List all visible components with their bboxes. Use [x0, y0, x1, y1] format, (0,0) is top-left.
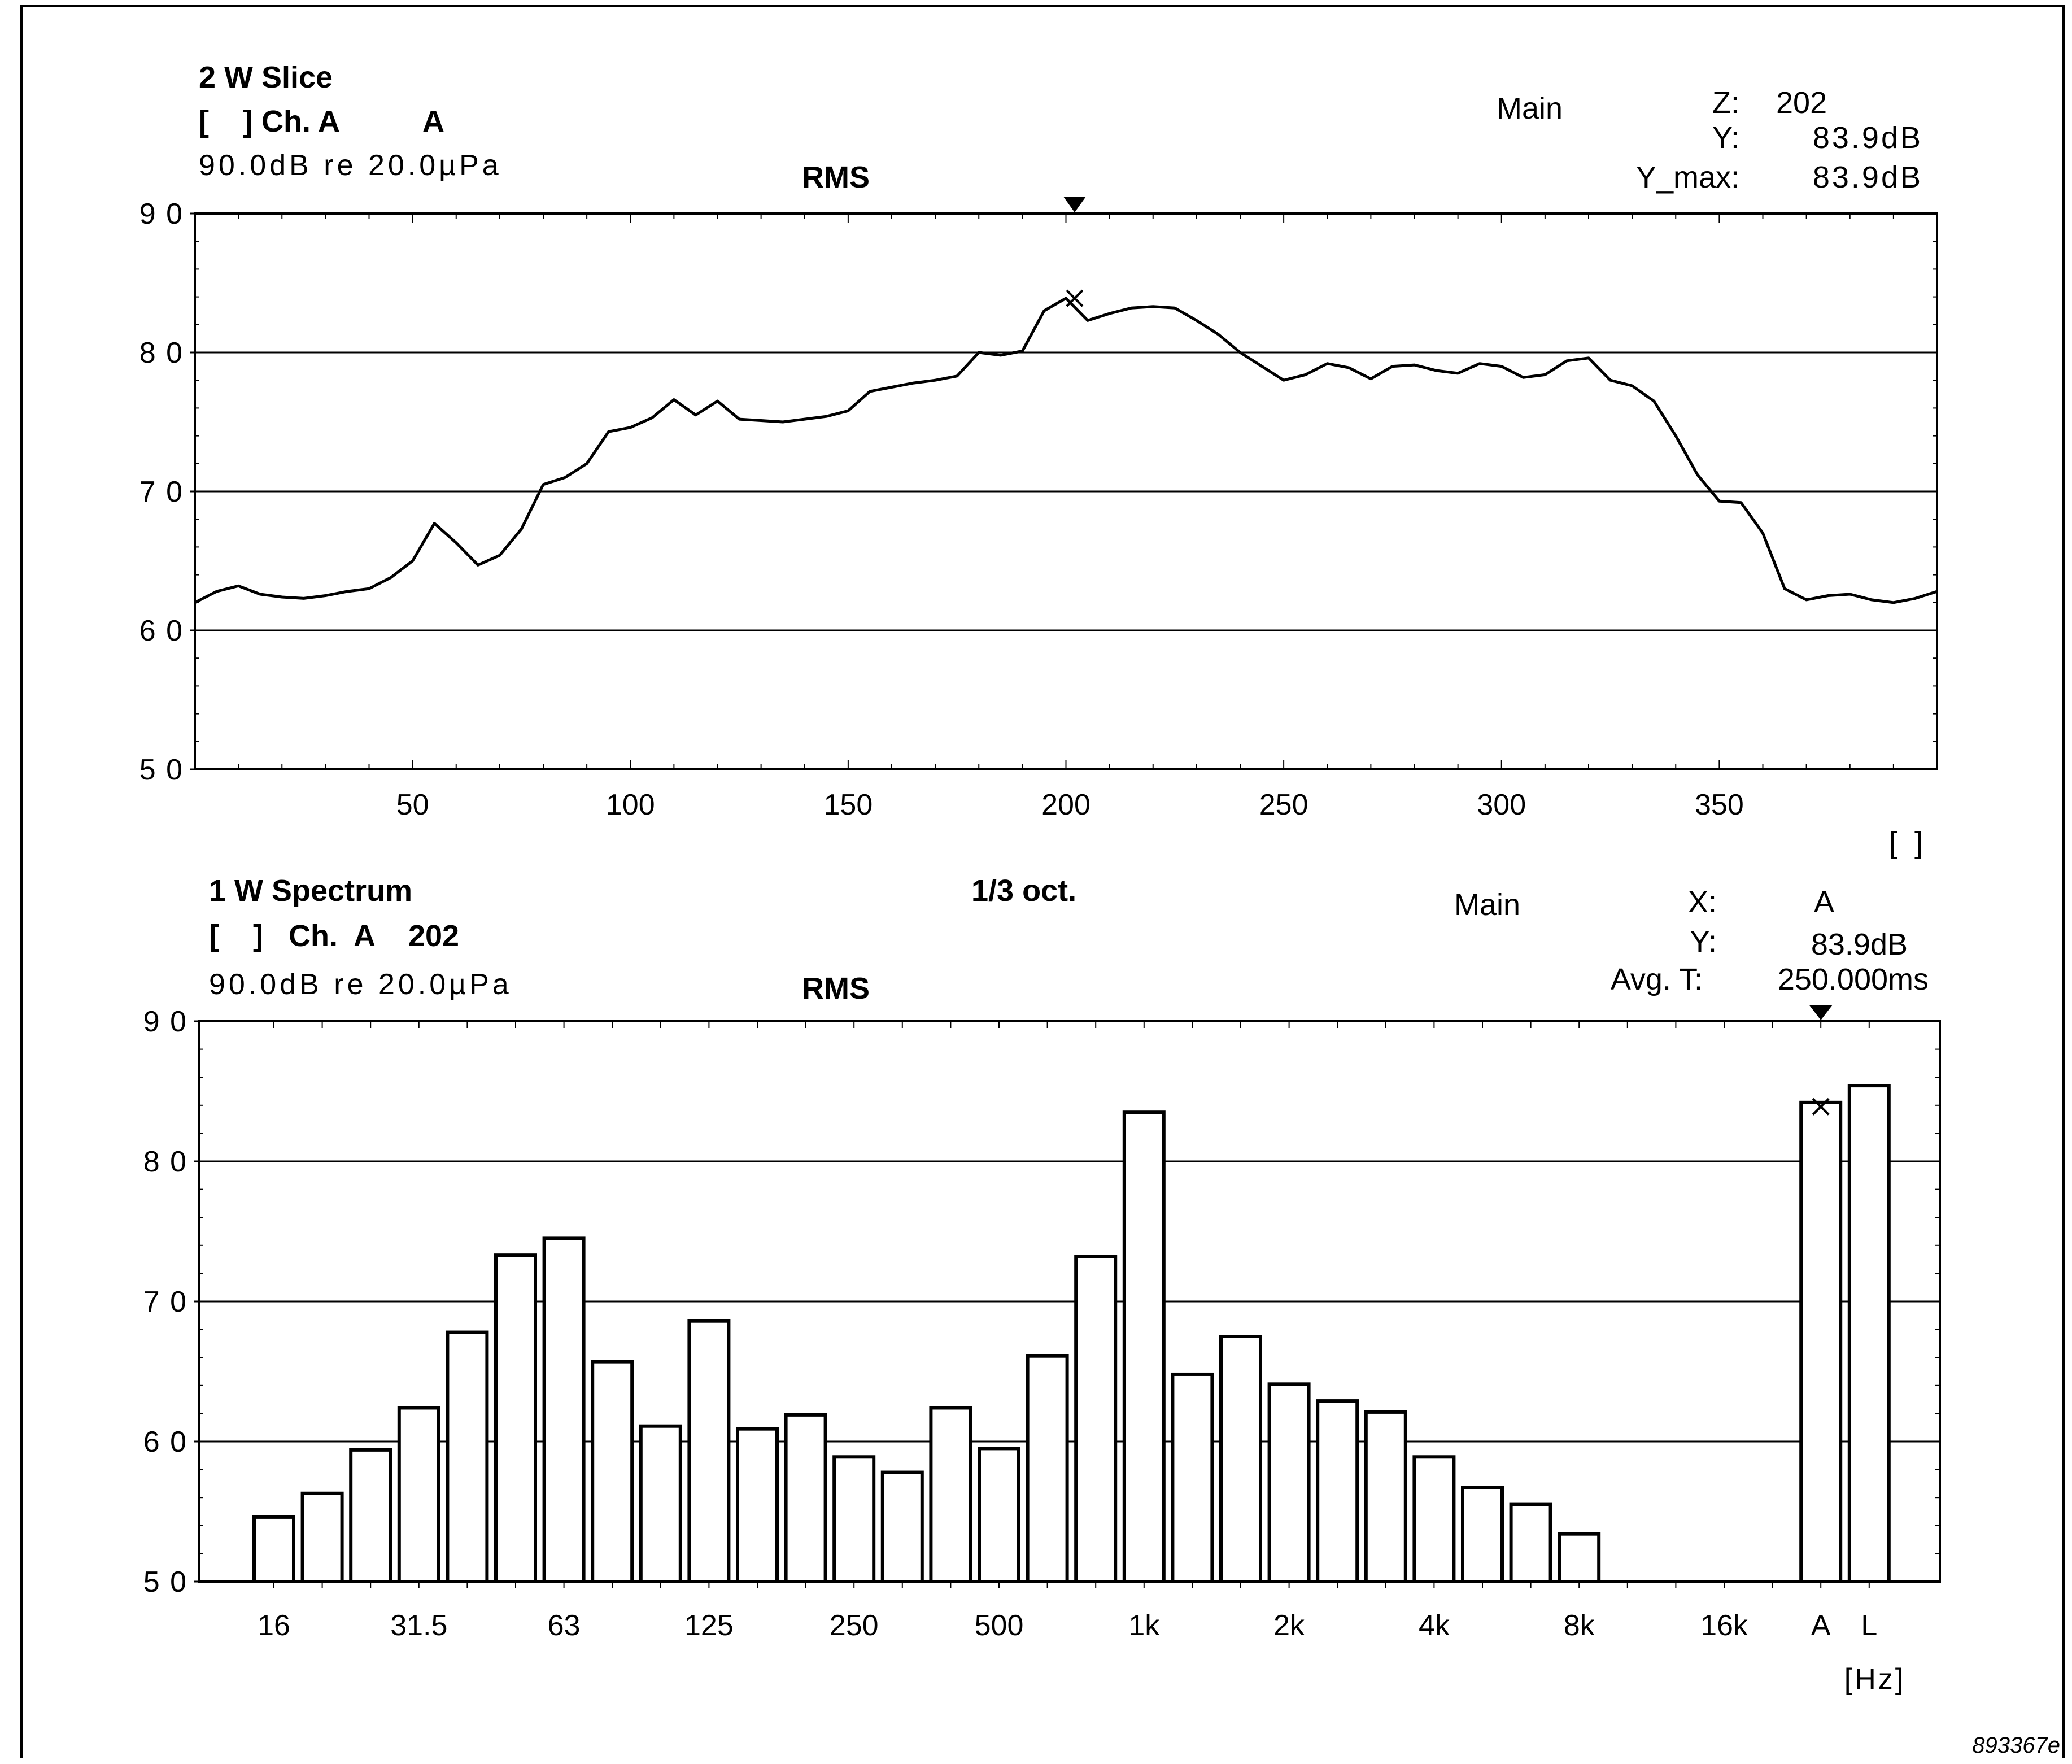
- slice-y-tick-label: 6 0: [139, 615, 184, 647]
- spectrum-x-tick-label: 16: [258, 1609, 290, 1642]
- slice-x-tick-label: 100: [606, 789, 655, 821]
- slice-readout-ymax-value: 83.9dB: [1813, 160, 1923, 194]
- spectrum-bar-100: [639, 1424, 682, 1583]
- spectrum-x-tick-label: 4k: [1419, 1609, 1450, 1642]
- spectrum-y-tick-label: 8 0: [143, 1145, 187, 1178]
- slice-x-tick-label: 350: [1695, 789, 1744, 821]
- spectrum-bar-250: [832, 1455, 876, 1584]
- slice-series-line: [194, 297, 1938, 604]
- spectrum-x-tick-label: 2k: [1273, 1609, 1305, 1642]
- spectrum-bar-2.5k: [1316, 1399, 1359, 1584]
- spectrum-x-tick-label: 1k: [1128, 1609, 1160, 1642]
- spectrum-x-tick-label: 63: [548, 1609, 581, 1642]
- spectrum-channel: [ ] Ch. A 202: [209, 919, 459, 953]
- spectrum-bar-1.25k: [1171, 1372, 1214, 1583]
- slice-readout-y-label: Y:: [1712, 121, 1739, 155]
- spectrum-x-tick-label: 16k: [1700, 1609, 1748, 1642]
- spectrum-bar-40: [446, 1330, 489, 1584]
- spectrum-bar-63: [542, 1236, 586, 1583]
- spectrum-bar-6.3k: [1509, 1502, 1552, 1584]
- spectrum-bar-200: [784, 1413, 827, 1583]
- slice-readout-z-value: 202: [1776, 86, 1827, 120]
- spectrum-readout-avg-value: 250.000ms: [1778, 962, 1929, 996]
- slice-chart: 2 W Slice [ ] Ch. A A 90.0dB re 20.0µPa …: [139, 60, 1938, 860]
- slice-readout-y-value: 83.9dB: [1813, 121, 1923, 155]
- slice-reference: 90.0dB re 20.0µPa: [199, 149, 502, 182]
- spectrum-y-tick-label: 5 0: [143, 1566, 187, 1599]
- spectrum-y-tick-label: 7 0: [143, 1286, 187, 1318]
- slice-y-tick-label: 5 0: [139, 753, 184, 786]
- slice-y-tick-label: 9 0: [139, 198, 184, 230]
- spectrum-readout-y-value: 83.9dB: [1811, 927, 1908, 961]
- spectrum-x-unit: [Hz]: [1844, 1663, 1905, 1696]
- spectrum-bar-800: [1074, 1255, 1118, 1583]
- spectrum-bar-1.6k: [1219, 1335, 1262, 1583]
- spectrum-x-tick-label: 31.5: [390, 1609, 447, 1642]
- spectrum-y-tick-label: 9 0: [143, 1005, 187, 1038]
- spectrum-x-tick-label: A: [1811, 1609, 1831, 1642]
- slice-x-tick-label: 300: [1477, 789, 1526, 821]
- slice-cursor-marker: [1066, 289, 1084, 307]
- slice-y-tick-label: 8 0: [139, 337, 184, 369]
- spectrum-bar-2k: [1267, 1382, 1311, 1584]
- slice-title: 2 W Slice: [199, 60, 333, 94]
- spectrum-bar-630: [1026, 1354, 1069, 1583]
- slice-readout-z-label: Z:: [1712, 86, 1739, 120]
- slice-x-tick-label: 200: [1041, 789, 1090, 821]
- spectrum-bar-80: [591, 1360, 634, 1583]
- spectrum-readout-y-label: Y:: [1690, 925, 1717, 959]
- spectrum-bar-20: [300, 1491, 344, 1584]
- spectrum-y-tick-label: 6 0: [143, 1426, 187, 1458]
- slice-y-tick-label: 7 0: [139, 476, 184, 508]
- spectrum-reference: 90.0dB re 20.0µPa: [209, 968, 512, 1001]
- spectrum-bar-16: [252, 1515, 295, 1583]
- spectrum-x-tick-label: 500: [975, 1609, 1024, 1642]
- spectrum-bar-31.5: [397, 1406, 440, 1583]
- spectrum-bar-125: [687, 1319, 731, 1583]
- spectrum-bar-1k: [1122, 1110, 1166, 1583]
- figure-frame: [20, 5, 2065, 1758]
- spectrum-bar-160: [736, 1427, 779, 1583]
- spectrum-bar-5k: [1461, 1486, 1504, 1584]
- spectrum-bandwidth: 1/3 oct.: [971, 874, 1076, 908]
- slice-x-tick-label: 150: [823, 789, 873, 821]
- spectrum-bar-50: [494, 1253, 537, 1583]
- spectrum-bar-500: [978, 1447, 1020, 1583]
- spectrum-bar-25: [349, 1448, 392, 1583]
- slice-x-tick-label: 250: [1259, 789, 1308, 821]
- spectrum-x-tick-label: L: [1861, 1609, 1877, 1642]
- spectrum-x-tick-label: 250: [830, 1609, 879, 1642]
- spectrum-readout-avg-label: Avg. T:: [1611, 962, 1703, 996]
- spectrum-x-tick-label: 125: [684, 1609, 734, 1642]
- spectrum-bar-315: [880, 1470, 924, 1584]
- slice-cursor-arrow: [1063, 197, 1086, 212]
- spectrum-bar-4k: [1412, 1455, 1456, 1584]
- spectrum-bar-400: [929, 1406, 972, 1583]
- spectrum-readout-x-value: A: [1814, 885, 1834, 919]
- spectrum-cursor-arrow: [1809, 1005, 1833, 1020]
- spectrum-bar-3.15k: [1364, 1410, 1407, 1583]
- slice-readout-ymax-label: Y_max:: [1636, 160, 1739, 194]
- spectrum-chart: 1 W Spectrum [ ] Ch. A 202 1/3 oct. 90.0…: [143, 874, 1941, 1696]
- spectrum-readout-main: Main: [1454, 888, 1520, 922]
- spectrum-title: 1 W Spectrum: [209, 874, 412, 908]
- spectrum-cursor-marker: [1812, 1097, 1830, 1116]
- spectrum-x-tick-label: 8k: [1564, 1609, 1595, 1642]
- slice-x-tick-label: 50: [396, 789, 429, 821]
- slice-channel: [ ] Ch. A A: [199, 104, 444, 138]
- slice-readout-main: Main: [1497, 92, 1563, 125]
- slice-unit-bracket: [ ]: [1889, 826, 1923, 860]
- figure-id: 893367e: [1972, 1733, 2060, 1758]
- slice-detector: RMS: [802, 160, 870, 194]
- spectrum-bar-A: [1799, 1100, 1843, 1583]
- spectrum-detector: RMS: [802, 972, 870, 1005]
- spectrum-bar-L: [1847, 1084, 1891, 1583]
- spectrum-readout-x-label: X:: [1688, 885, 1717, 919]
- spectrum-bar-8k: [1558, 1532, 1601, 1583]
